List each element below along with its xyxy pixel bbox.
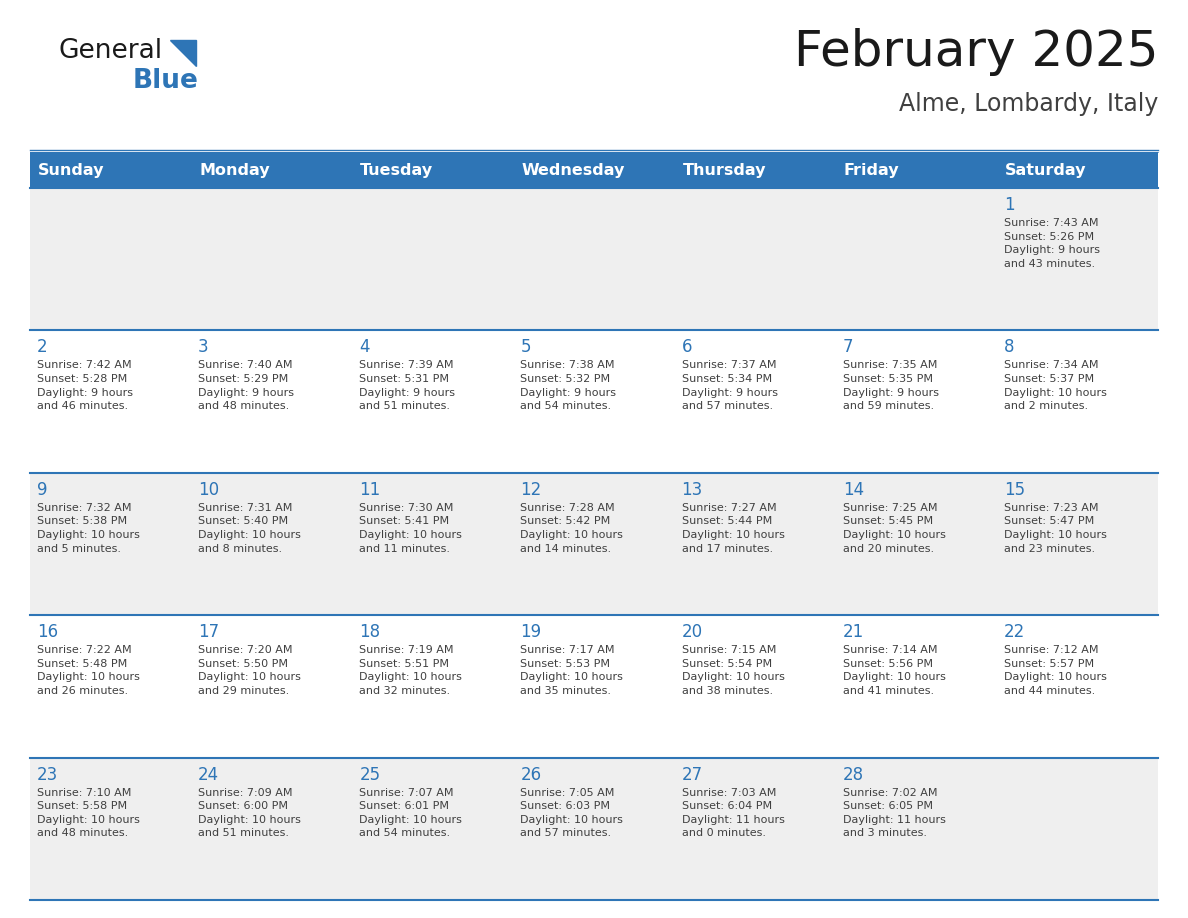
Text: Blue: Blue <box>133 68 198 94</box>
Text: 22: 22 <box>1004 623 1025 641</box>
Text: 25: 25 <box>359 766 380 784</box>
Text: Sunrise: 7:22 AM
Sunset: 5:48 PM
Daylight: 10 hours
and 26 minutes.: Sunrise: 7:22 AM Sunset: 5:48 PM Dayligh… <box>37 645 140 696</box>
Text: 24: 24 <box>198 766 220 784</box>
Text: 8: 8 <box>1004 339 1015 356</box>
Text: 13: 13 <box>682 481 703 498</box>
Text: Alme, Lombardy, Italy: Alme, Lombardy, Italy <box>898 92 1158 116</box>
Text: 7: 7 <box>842 339 853 356</box>
Text: Saturday: Saturday <box>1005 162 1086 177</box>
Text: Sunrise: 7:31 AM
Sunset: 5:40 PM
Daylight: 10 hours
and 8 minutes.: Sunrise: 7:31 AM Sunset: 5:40 PM Dayligh… <box>198 503 301 554</box>
Text: 17: 17 <box>198 623 220 641</box>
Bar <box>30 757 1158 900</box>
Text: 14: 14 <box>842 481 864 498</box>
Text: 2: 2 <box>37 339 48 356</box>
Bar <box>30 188 1158 330</box>
Text: Sunrise: 7:10 AM
Sunset: 5:58 PM
Daylight: 10 hours
and 48 minutes.: Sunrise: 7:10 AM Sunset: 5:58 PM Dayligh… <box>37 788 140 838</box>
Text: 10: 10 <box>198 481 220 498</box>
Text: 27: 27 <box>682 766 702 784</box>
Text: 6: 6 <box>682 339 693 356</box>
Text: Sunrise: 7:30 AM
Sunset: 5:41 PM
Daylight: 10 hours
and 11 minutes.: Sunrise: 7:30 AM Sunset: 5:41 PM Dayligh… <box>359 503 462 554</box>
Text: Sunrise: 7:39 AM
Sunset: 5:31 PM
Daylight: 9 hours
and 51 minutes.: Sunrise: 7:39 AM Sunset: 5:31 PM Dayligh… <box>359 361 455 411</box>
Text: 9: 9 <box>37 481 48 498</box>
Text: 12: 12 <box>520 481 542 498</box>
Text: 16: 16 <box>37 623 58 641</box>
Text: 11: 11 <box>359 481 380 498</box>
Text: Sunrise: 7:28 AM
Sunset: 5:42 PM
Daylight: 10 hours
and 14 minutes.: Sunrise: 7:28 AM Sunset: 5:42 PM Dayligh… <box>520 503 624 554</box>
Text: Sunrise: 7:03 AM
Sunset: 6:04 PM
Daylight: 11 hours
and 0 minutes.: Sunrise: 7:03 AM Sunset: 6:04 PM Dayligh… <box>682 788 784 838</box>
Text: 18: 18 <box>359 623 380 641</box>
Text: Sunrise: 7:12 AM
Sunset: 5:57 PM
Daylight: 10 hours
and 44 minutes.: Sunrise: 7:12 AM Sunset: 5:57 PM Dayligh… <box>1004 645 1107 696</box>
Text: Sunrise: 7:34 AM
Sunset: 5:37 PM
Daylight: 10 hours
and 2 minutes.: Sunrise: 7:34 AM Sunset: 5:37 PM Dayligh… <box>1004 361 1107 411</box>
Text: Sunrise: 7:19 AM
Sunset: 5:51 PM
Daylight: 10 hours
and 32 minutes.: Sunrise: 7:19 AM Sunset: 5:51 PM Dayligh… <box>359 645 462 696</box>
Text: 19: 19 <box>520 623 542 641</box>
Text: Thursday: Thursday <box>683 162 766 177</box>
Text: Monday: Monday <box>200 162 270 177</box>
Text: 23: 23 <box>37 766 58 784</box>
Text: Sunrise: 7:09 AM
Sunset: 6:00 PM
Daylight: 10 hours
and 51 minutes.: Sunrise: 7:09 AM Sunset: 6:00 PM Dayligh… <box>198 788 301 838</box>
Text: Sunrise: 7:17 AM
Sunset: 5:53 PM
Daylight: 10 hours
and 35 minutes.: Sunrise: 7:17 AM Sunset: 5:53 PM Dayligh… <box>520 645 624 696</box>
Bar <box>30 473 1158 615</box>
Text: General: General <box>58 38 162 64</box>
Text: Sunrise: 7:02 AM
Sunset: 6:05 PM
Daylight: 11 hours
and 3 minutes.: Sunrise: 7:02 AM Sunset: 6:05 PM Dayligh… <box>842 788 946 838</box>
Text: Sunrise: 7:15 AM
Sunset: 5:54 PM
Daylight: 10 hours
and 38 minutes.: Sunrise: 7:15 AM Sunset: 5:54 PM Dayligh… <box>682 645 784 696</box>
Text: 4: 4 <box>359 339 369 356</box>
Text: Sunrise: 7:05 AM
Sunset: 6:03 PM
Daylight: 10 hours
and 57 minutes.: Sunrise: 7:05 AM Sunset: 6:03 PM Dayligh… <box>520 788 624 838</box>
Text: Sunday: Sunday <box>38 162 105 177</box>
Text: 26: 26 <box>520 766 542 784</box>
Text: Friday: Friday <box>843 162 899 177</box>
Text: Sunrise: 7:25 AM
Sunset: 5:45 PM
Daylight: 10 hours
and 20 minutes.: Sunrise: 7:25 AM Sunset: 5:45 PM Dayligh… <box>842 503 946 554</box>
Text: Wednesday: Wednesday <box>522 162 625 177</box>
Text: Sunrise: 7:32 AM
Sunset: 5:38 PM
Daylight: 10 hours
and 5 minutes.: Sunrise: 7:32 AM Sunset: 5:38 PM Dayligh… <box>37 503 140 554</box>
Text: Sunrise: 7:35 AM
Sunset: 5:35 PM
Daylight: 9 hours
and 59 minutes.: Sunrise: 7:35 AM Sunset: 5:35 PM Dayligh… <box>842 361 939 411</box>
Bar <box>30 615 1158 757</box>
Text: Sunrise: 7:07 AM
Sunset: 6:01 PM
Daylight: 10 hours
and 54 minutes.: Sunrise: 7:07 AM Sunset: 6:01 PM Dayligh… <box>359 788 462 838</box>
Text: Tuesday: Tuesday <box>360 162 434 177</box>
Text: Sunrise: 7:27 AM
Sunset: 5:44 PM
Daylight: 10 hours
and 17 minutes.: Sunrise: 7:27 AM Sunset: 5:44 PM Dayligh… <box>682 503 784 554</box>
Text: 1: 1 <box>1004 196 1015 214</box>
Text: Sunrise: 7:38 AM
Sunset: 5:32 PM
Daylight: 9 hours
and 54 minutes.: Sunrise: 7:38 AM Sunset: 5:32 PM Dayligh… <box>520 361 617 411</box>
Text: 21: 21 <box>842 623 864 641</box>
Bar <box>30 330 1158 473</box>
Text: Sunrise: 7:14 AM
Sunset: 5:56 PM
Daylight: 10 hours
and 41 minutes.: Sunrise: 7:14 AM Sunset: 5:56 PM Dayligh… <box>842 645 946 696</box>
Bar <box>30 152 1158 188</box>
Text: 28: 28 <box>842 766 864 784</box>
Text: 20: 20 <box>682 623 702 641</box>
Text: Sunrise: 7:40 AM
Sunset: 5:29 PM
Daylight: 9 hours
and 48 minutes.: Sunrise: 7:40 AM Sunset: 5:29 PM Dayligh… <box>198 361 295 411</box>
Text: 3: 3 <box>198 339 209 356</box>
Text: Sunrise: 7:20 AM
Sunset: 5:50 PM
Daylight: 10 hours
and 29 minutes.: Sunrise: 7:20 AM Sunset: 5:50 PM Dayligh… <box>198 645 301 696</box>
Text: Sunrise: 7:42 AM
Sunset: 5:28 PM
Daylight: 9 hours
and 46 minutes.: Sunrise: 7:42 AM Sunset: 5:28 PM Dayligh… <box>37 361 133 411</box>
Polygon shape <box>170 40 196 66</box>
Text: February 2025: February 2025 <box>794 28 1158 76</box>
Text: Sunrise: 7:43 AM
Sunset: 5:26 PM
Daylight: 9 hours
and 43 minutes.: Sunrise: 7:43 AM Sunset: 5:26 PM Dayligh… <box>1004 218 1100 269</box>
Text: Sunrise: 7:23 AM
Sunset: 5:47 PM
Daylight: 10 hours
and 23 minutes.: Sunrise: 7:23 AM Sunset: 5:47 PM Dayligh… <box>1004 503 1107 554</box>
Text: 5: 5 <box>520 339 531 356</box>
Text: 15: 15 <box>1004 481 1025 498</box>
Text: Sunrise: 7:37 AM
Sunset: 5:34 PM
Daylight: 9 hours
and 57 minutes.: Sunrise: 7:37 AM Sunset: 5:34 PM Dayligh… <box>682 361 778 411</box>
